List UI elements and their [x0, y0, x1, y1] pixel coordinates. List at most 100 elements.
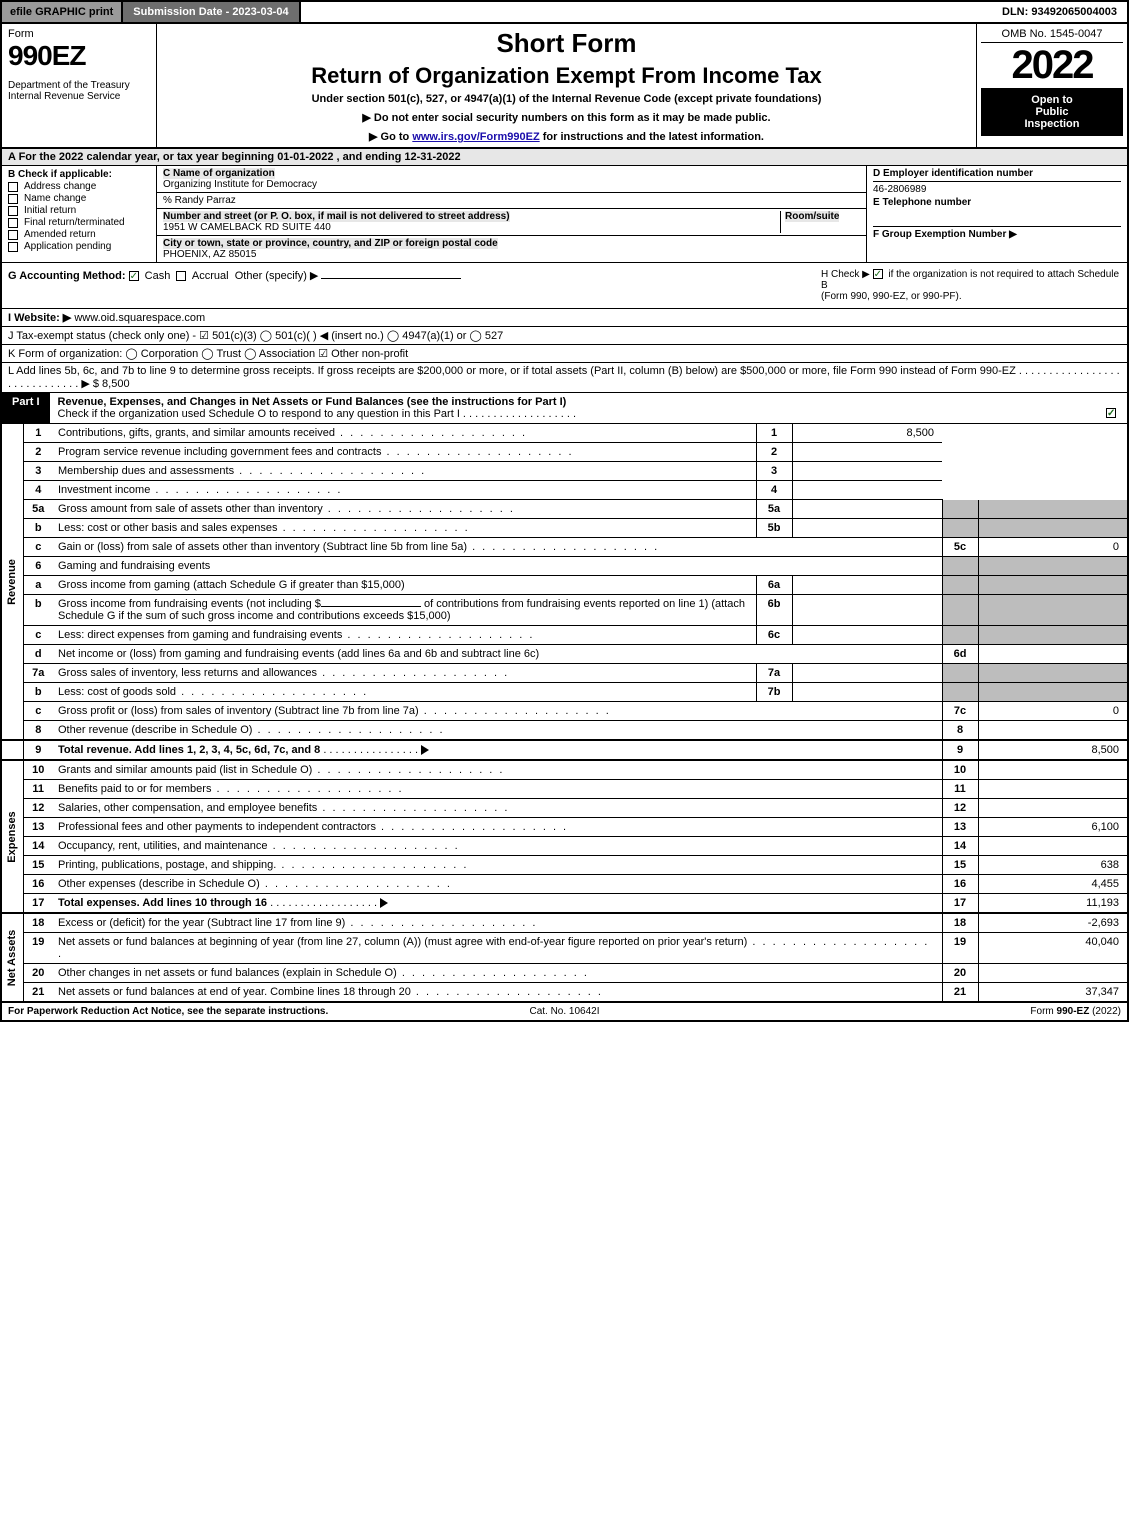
instr2-suffix: for instructions and the latest informat… [540, 131, 764, 143]
check-name-change[interactable]: Name change [8, 193, 150, 204]
table-row: 5aGross amount from sale of assets other… [1, 500, 1128, 519]
row-a-tax-year: A For the 2022 calendar year, or tax yea… [0, 149, 1129, 166]
street-label: Number and street (or P. O. box, if mail… [163, 211, 510, 222]
table-row: 21Net assets or fund balances at end of … [1, 983, 1128, 1003]
table-row: Revenue 1 Contributions, gifts, grants, … [1, 424, 1128, 443]
table-row: cLess: direct expenses from gaming and f… [1, 626, 1128, 645]
part-1-header: Part I Revenue, Expenses, and Changes in… [0, 393, 1129, 424]
check-address-change[interactable]: Address change [8, 181, 150, 192]
table-row: bLess: cost of goods sold7b [1, 683, 1128, 702]
table-row: 16Other expenses (describe in Schedule O… [1, 875, 1128, 894]
part-1-label: Part I [2, 393, 50, 423]
checkbox-icon [8, 218, 18, 228]
row-i-website: I Website: ▶ www.oid.squarespace.com [0, 309, 1129, 327]
table-row: cGross profit or (loss) from sales of in… [1, 702, 1128, 721]
section-b-title: B Check if applicable: [8, 169, 150, 180]
part1-schedule-o-checkbox-icon[interactable] [1106, 408, 1116, 418]
table-row: 4Investment income4 [1, 481, 1128, 500]
table-row: cGain or (loss) from sale of assets othe… [1, 538, 1128, 557]
arrow-icon [380, 898, 388, 908]
tax-year: 2022 [981, 43, 1123, 88]
checkbox-icon [8, 194, 18, 204]
form-word: Form [8, 28, 150, 40]
telephone-label: E Telephone number [873, 197, 1121, 208]
instruction-1: ▶ Do not enter social security numbers o… [165, 111, 968, 124]
table-row: aGross income from gaming (attach Schedu… [1, 576, 1128, 595]
page-footer: For Paperwork Reduction Act Notice, see … [0, 1003, 1129, 1022]
accounting-method: G Accounting Method: Cash Accrual Other … [8, 269, 821, 302]
city-label: City or town, state or province, country… [163, 238, 498, 249]
care-of-line: % Randy Parraz [157, 193, 866, 209]
website-label: I Website: ▶ [8, 312, 71, 324]
website-value[interactable]: www.oid.squarespace.com [74, 312, 205, 324]
part-1-table: Revenue 1 Contributions, gifts, grants, … [0, 424, 1129, 1003]
table-row: 15Printing, publications, postage, and s… [1, 856, 1128, 875]
spacer [301, 2, 992, 22]
table-row: 6Gaming and fundraising events [1, 557, 1128, 576]
checkbox-icon [8, 182, 18, 192]
badge-line-1: Open to [985, 94, 1119, 106]
org-name-label: C Name of organization [163, 168, 275, 179]
org-name-value: Organizing Institute for Democracy [163, 179, 317, 190]
table-row: 12Salaries, other compensation, and empl… [1, 799, 1128, 818]
line-7c-value: 0 [978, 702, 1128, 721]
checkbox-schedule-b-icon[interactable] [873, 269, 883, 279]
form-ref: Form 990-EZ (2022) [750, 1006, 1121, 1017]
room-label: Room/suite [785, 211, 839, 222]
table-row: 17Total expenses. Add lines 10 through 1… [1, 894, 1128, 914]
table-row: bGross income from fundraising events (n… [1, 595, 1128, 626]
line-21-value: 37,347 [978, 983, 1128, 1003]
city-value: PHOENIX, AZ 85015 [163, 249, 256, 260]
checkbox-icon [8, 206, 18, 216]
table-row: 14Occupancy, rent, utilities, and mainte… [1, 837, 1128, 856]
table-row: dNet income or (loss) from gaming and fu… [1, 645, 1128, 664]
other-specify-line[interactable] [321, 278, 461, 279]
check-amended-return[interactable]: Amended return [8, 229, 150, 240]
table-row: 13Professional fees and other payments t… [1, 818, 1128, 837]
table-row: 9 Total revenue. Add lines 1, 2, 3, 4, 5… [1, 740, 1128, 760]
table-row: 8Other revenue (describe in Schedule O)8 [1, 721, 1128, 741]
side-label-revenue: Revenue [1, 424, 23, 740]
instruction-2: ▶ Go to www.irs.gov/Form990EZ for instru… [165, 130, 968, 143]
subtitle: Under section 501(c), 527, or 4947(a)(1)… [165, 93, 968, 105]
line-19-value: 40,040 [978, 933, 1128, 964]
efile-print-button[interactable]: efile GRAPHIC print [2, 2, 123, 22]
header-right: OMB No. 1545-0047 2022 Open to Public In… [977, 24, 1127, 147]
line-16-value: 4,455 [978, 875, 1128, 894]
checkbox-icon [8, 230, 18, 240]
group-exemption-label: F Group Exemption Number ▶ [873, 226, 1121, 240]
check-application-pending[interactable]: Application pending [8, 241, 150, 252]
form-header: Form 990EZ Department of the Treasury In… [0, 24, 1129, 149]
catalog-number: Cat. No. 10642I [379, 1006, 750, 1017]
checkbox-cash-icon[interactable] [129, 271, 139, 281]
part-1-check-text: Check if the organization used Schedule … [58, 408, 577, 420]
section-h: H Check ▶ if the organization is not req… [821, 269, 1121, 302]
line-17-value: 11,193 [978, 894, 1128, 914]
badge-line-3: Inspection [985, 118, 1119, 130]
table-row: 3Membership dues and assessments3 [1, 462, 1128, 481]
table-row: bLess: cost or other basis and sales exp… [1, 519, 1128, 538]
check-initial-return[interactable]: Initial return [8, 205, 150, 216]
dln-label: DLN: 93492065004003 [992, 2, 1127, 22]
line-18-value: -2,693 [978, 913, 1128, 933]
side-label-netassets: Net Assets [1, 913, 23, 1002]
g-label: G Accounting Method: [8, 270, 126, 282]
check-final-return[interactable]: Final return/terminated [8, 217, 150, 228]
section-b: B Check if applicable: Address change Na… [2, 166, 157, 262]
dept-label: Department of the Treasury [8, 80, 150, 91]
checkbox-accrual-icon[interactable] [176, 271, 186, 281]
table-row: 11Benefits paid to or for members11 [1, 780, 1128, 799]
main-title: Return of Organization Exempt From Incom… [165, 63, 968, 89]
public-inspection-badge: Open to Public Inspection [981, 88, 1123, 136]
row-k-form-of-org: K Form of organization: ◯ Corporation ◯ … [0, 345, 1129, 363]
line-13-value: 6,100 [978, 818, 1128, 837]
line-1-value: 8,500 [792, 424, 942, 443]
irs-link[interactable]: www.irs.gov/Form990EZ [412, 131, 539, 143]
paperwork-notice: For Paperwork Reduction Act Notice, see … [8, 1006, 379, 1017]
line-15-value: 638 [978, 856, 1128, 875]
table-row: Net Assets 18Excess or (deficit) for the… [1, 913, 1128, 933]
instr2-prefix: ▶ Go to [369, 131, 412, 143]
section-c: C Name of organization Organizing Instit… [157, 166, 867, 262]
badge-line-2: Public [985, 106, 1119, 118]
street-value: 1951 W CAMELBACK RD SUITE 440 [163, 222, 331, 233]
